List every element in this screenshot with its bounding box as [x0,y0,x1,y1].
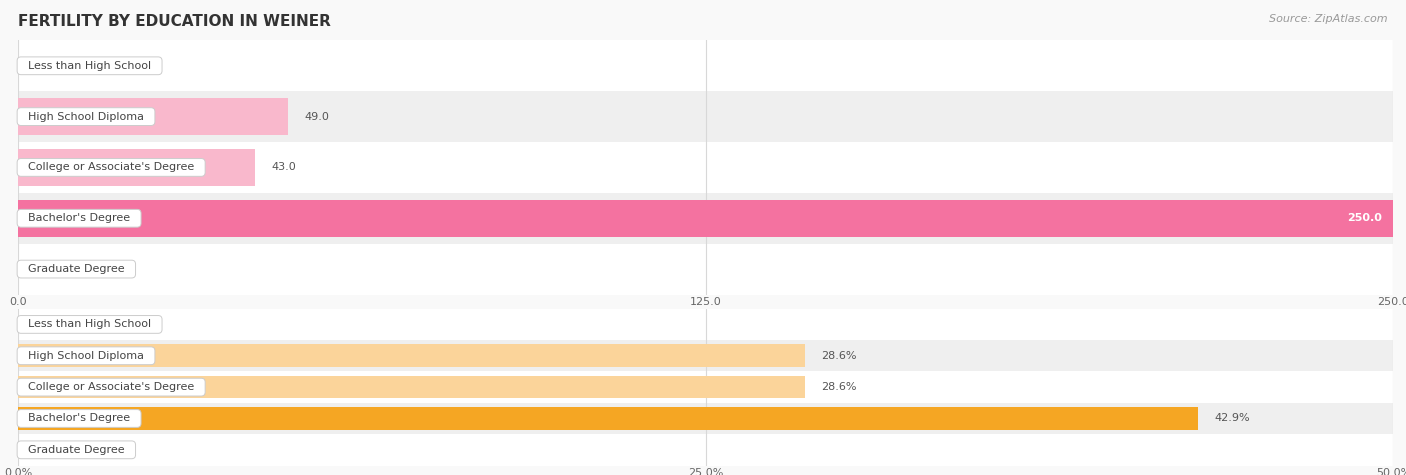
Bar [18,344,804,367]
Bar [18,407,1198,430]
Text: Graduate Degree: Graduate Degree [21,264,132,274]
Text: College or Associate's Degree: College or Associate's Degree [21,162,201,172]
Bar [18,193,1393,244]
Text: 0.0%: 0.0% [35,445,63,455]
Text: Bachelor's Degree: Bachelor's Degree [21,213,138,223]
Text: Graduate Degree: Graduate Degree [21,445,132,455]
Text: 0.0%: 0.0% [35,319,63,330]
Text: 0.0: 0.0 [35,61,52,71]
Bar [18,403,1393,434]
Text: Less than High School: Less than High School [21,319,157,330]
Text: Bachelor's Degree: Bachelor's Degree [21,413,138,424]
Text: 250.0: 250.0 [1347,213,1382,223]
Text: FERTILITY BY EDUCATION IN WEINER: FERTILITY BY EDUCATION IN WEINER [18,14,332,29]
Text: 28.6%: 28.6% [821,351,856,361]
Bar [18,149,254,186]
Bar [18,309,1393,340]
Bar [18,40,1393,91]
Bar [18,98,288,135]
Text: High School Diploma: High School Diploma [21,112,150,122]
Bar [18,91,1393,142]
Text: Source: ZipAtlas.com: Source: ZipAtlas.com [1270,14,1388,24]
Bar [18,244,1393,294]
Text: High School Diploma: High School Diploma [21,351,150,361]
Text: 28.6%: 28.6% [821,382,856,392]
Text: College or Associate's Degree: College or Associate's Degree [21,382,201,392]
Text: 43.0: 43.0 [271,162,297,172]
Bar [18,340,1393,371]
Bar [18,142,1393,193]
Text: 0.0: 0.0 [35,264,52,274]
Text: 42.9%: 42.9% [1215,413,1250,424]
Bar [18,200,1393,237]
Text: Less than High School: Less than High School [21,61,157,71]
Bar [18,434,1393,466]
Text: 49.0: 49.0 [304,112,329,122]
Bar [18,376,804,399]
Bar [18,371,1393,403]
